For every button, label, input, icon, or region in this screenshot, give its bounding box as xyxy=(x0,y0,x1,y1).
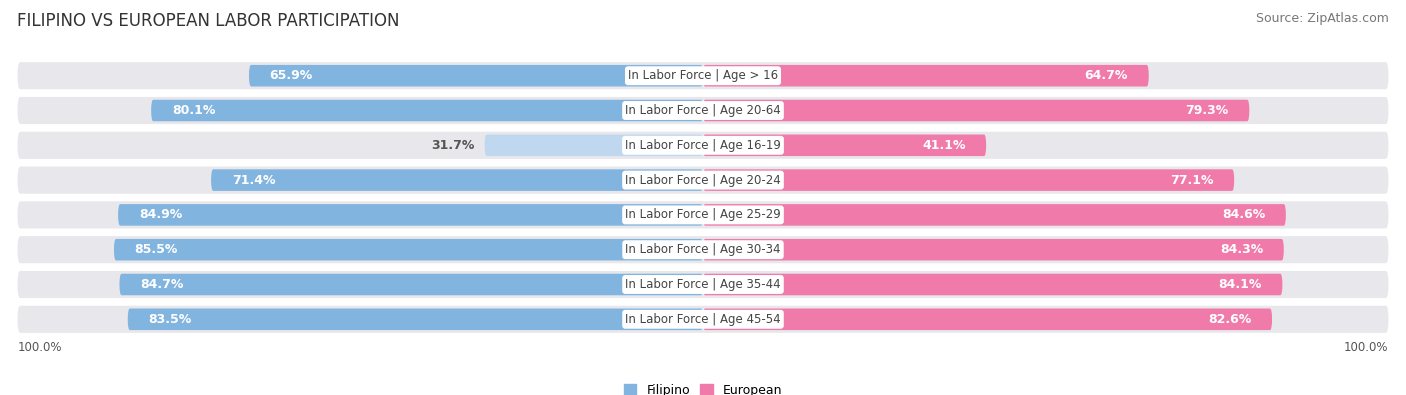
Text: 83.5%: 83.5% xyxy=(149,313,191,326)
FancyBboxPatch shape xyxy=(703,100,1250,121)
FancyBboxPatch shape xyxy=(703,239,1284,260)
FancyBboxPatch shape xyxy=(703,65,1149,87)
Text: 71.4%: 71.4% xyxy=(232,173,276,186)
FancyBboxPatch shape xyxy=(211,169,703,191)
Text: Source: ZipAtlas.com: Source: ZipAtlas.com xyxy=(1256,12,1389,25)
FancyBboxPatch shape xyxy=(703,308,1272,330)
Text: 84.7%: 84.7% xyxy=(141,278,184,291)
FancyBboxPatch shape xyxy=(703,169,1234,191)
Text: In Labor Force | Age 45-54: In Labor Force | Age 45-54 xyxy=(626,313,780,326)
FancyBboxPatch shape xyxy=(17,306,1389,333)
FancyBboxPatch shape xyxy=(17,236,1389,263)
FancyBboxPatch shape xyxy=(703,135,986,156)
FancyBboxPatch shape xyxy=(128,308,703,330)
Text: 79.3%: 79.3% xyxy=(1185,104,1229,117)
FancyBboxPatch shape xyxy=(17,201,1389,228)
Text: 80.1%: 80.1% xyxy=(172,104,215,117)
FancyBboxPatch shape xyxy=(17,271,1389,298)
FancyBboxPatch shape xyxy=(152,100,703,121)
Text: In Labor Force | Age > 16: In Labor Force | Age > 16 xyxy=(628,69,778,82)
Text: 64.7%: 64.7% xyxy=(1084,69,1128,82)
Legend: Filipino, European: Filipino, European xyxy=(619,379,787,395)
FancyBboxPatch shape xyxy=(249,65,703,87)
FancyBboxPatch shape xyxy=(17,62,1389,89)
Text: 84.6%: 84.6% xyxy=(1222,209,1265,222)
FancyBboxPatch shape xyxy=(485,135,703,156)
Text: 31.7%: 31.7% xyxy=(430,139,474,152)
Text: In Labor Force | Age 20-24: In Labor Force | Age 20-24 xyxy=(626,173,780,186)
Text: 41.1%: 41.1% xyxy=(922,139,966,152)
FancyBboxPatch shape xyxy=(703,274,1282,295)
Text: In Labor Force | Age 35-44: In Labor Force | Age 35-44 xyxy=(626,278,780,291)
Text: 82.6%: 82.6% xyxy=(1208,313,1251,326)
Text: In Labor Force | Age 25-29: In Labor Force | Age 25-29 xyxy=(626,209,780,222)
Text: In Labor Force | Age 20-64: In Labor Force | Age 20-64 xyxy=(626,104,780,117)
Text: 77.1%: 77.1% xyxy=(1170,173,1213,186)
Text: 84.3%: 84.3% xyxy=(1220,243,1263,256)
Text: 85.5%: 85.5% xyxy=(135,243,179,256)
FancyBboxPatch shape xyxy=(17,167,1389,194)
Text: 100.0%: 100.0% xyxy=(1344,341,1389,354)
FancyBboxPatch shape xyxy=(118,204,703,226)
Text: 84.1%: 84.1% xyxy=(1219,278,1261,291)
Text: 65.9%: 65.9% xyxy=(270,69,314,82)
Text: 100.0%: 100.0% xyxy=(17,341,62,354)
FancyBboxPatch shape xyxy=(17,132,1389,159)
FancyBboxPatch shape xyxy=(17,97,1389,124)
FancyBboxPatch shape xyxy=(114,239,703,260)
Text: FILIPINO VS EUROPEAN LABOR PARTICIPATION: FILIPINO VS EUROPEAN LABOR PARTICIPATION xyxy=(17,12,399,30)
Text: 84.9%: 84.9% xyxy=(139,209,181,222)
FancyBboxPatch shape xyxy=(120,274,703,295)
FancyBboxPatch shape xyxy=(703,204,1286,226)
Text: In Labor Force | Age 30-34: In Labor Force | Age 30-34 xyxy=(626,243,780,256)
Text: In Labor Force | Age 16-19: In Labor Force | Age 16-19 xyxy=(626,139,780,152)
